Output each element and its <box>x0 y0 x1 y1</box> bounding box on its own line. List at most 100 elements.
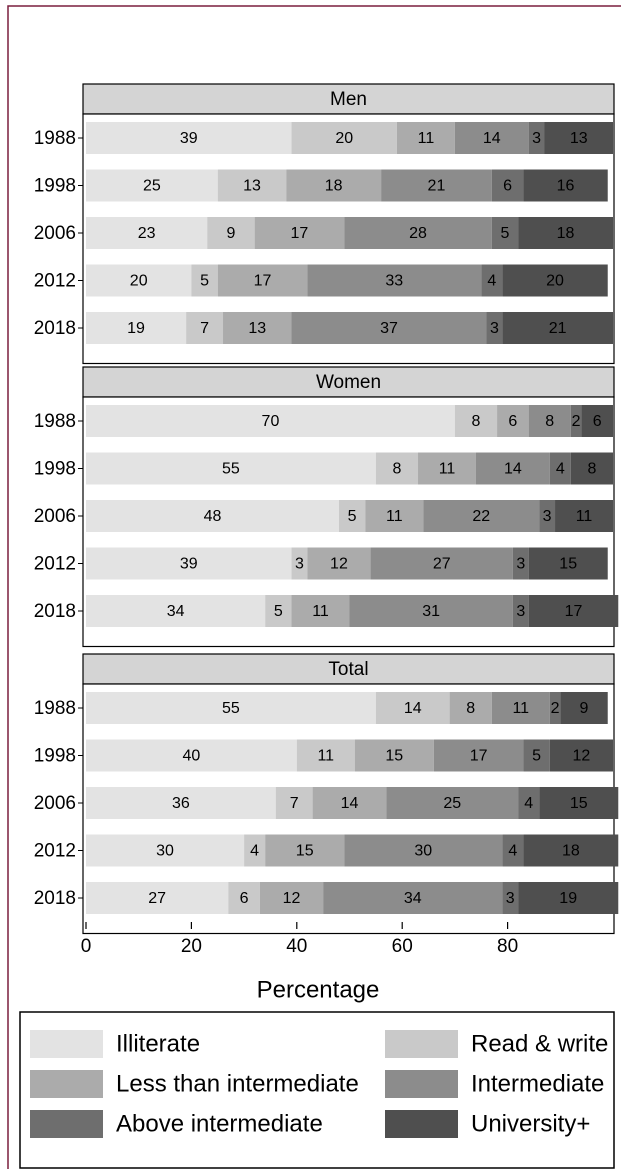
data-label: 3 <box>516 556 525 573</box>
data-label: 8 <box>587 461 596 478</box>
data-label: 4 <box>487 273 496 290</box>
bar-segment <box>396 122 455 154</box>
legend-swatch <box>30 1110 103 1138</box>
bar-segment <box>381 169 492 202</box>
data-label: 9 <box>226 225 235 242</box>
bar-segment <box>512 595 529 627</box>
bar-segment <box>86 595 266 627</box>
y-tick-label: 1988 <box>34 411 76 432</box>
bar-segment <box>291 595 350 627</box>
data-label: 3 <box>506 890 515 907</box>
bar-segment <box>523 169 608 202</box>
data-label: 28 <box>409 225 427 242</box>
panel-title: Women <box>316 372 381 393</box>
data-label: 7 <box>290 795 299 812</box>
data-label: 8 <box>466 700 475 717</box>
data-label: 30 <box>156 843 174 860</box>
bar-segment <box>523 739 550 772</box>
bar-segment <box>523 834 619 867</box>
bar-segment <box>481 264 503 297</box>
legend-label: Intermediate <box>471 1070 604 1097</box>
data-label: 37 <box>380 320 398 337</box>
legend-swatch <box>30 1070 103 1098</box>
y-tick-label: 1988 <box>34 128 76 149</box>
bar-segment <box>186 312 224 344</box>
data-label: 17 <box>470 748 488 765</box>
bar-segment <box>312 787 387 819</box>
bar-segment <box>512 547 529 580</box>
y-tick-label: 2006 <box>34 506 76 527</box>
bar-segment <box>86 264 192 297</box>
data-label: 11 <box>386 508 403 525</box>
data-label: 48 <box>204 508 222 525</box>
bar-segment <box>275 787 313 819</box>
data-label: 25 <box>443 795 461 812</box>
bar-segment <box>191 264 218 297</box>
data-label: 27 <box>148 890 166 907</box>
data-label: 13 <box>243 178 261 195</box>
y-tick-label: 2018 <box>34 601 76 622</box>
legend-swatch <box>385 1070 458 1098</box>
data-label: 2 <box>572 413 581 430</box>
bar-segment <box>291 547 308 580</box>
bar-segment <box>502 882 519 914</box>
data-label: 30 <box>414 843 432 860</box>
y-tick-label: 2018 <box>34 318 76 339</box>
data-label: 18 <box>325 178 343 195</box>
bar-segment <box>223 312 292 344</box>
data-label: 8 <box>545 413 554 430</box>
bar-segment <box>207 217 255 249</box>
data-label: 4 <box>524 795 533 812</box>
data-label: 12 <box>283 890 301 907</box>
data-label: 20 <box>546 273 564 290</box>
panel-title: Total <box>328 659 368 680</box>
data-label: 15 <box>296 843 314 860</box>
bar-segment <box>449 692 492 724</box>
data-label: 25 <box>143 178 161 195</box>
bar-segment <box>560 692 608 724</box>
bar-segment <box>454 405 498 437</box>
bar-segment <box>265 834 345 867</box>
data-label: 15 <box>570 795 588 812</box>
bar-segment <box>323 882 503 914</box>
data-label: 3 <box>543 508 552 525</box>
data-label: 11 <box>312 603 329 620</box>
bar-segment <box>544 122 613 154</box>
bar-segment <box>291 122 397 154</box>
panel-header <box>82 83 615 115</box>
bar-segment <box>528 595 619 627</box>
data-label: 9 <box>580 700 589 717</box>
bar-segment <box>217 169 287 202</box>
data-label: 18 <box>557 225 575 242</box>
data-label: 31 <box>422 603 440 620</box>
bar-segment <box>581 405 613 437</box>
bar-segment <box>502 312 613 344</box>
bar-segment <box>502 834 524 867</box>
legend-label: Less than intermediate <box>116 1070 359 1097</box>
data-label: 8 <box>472 413 481 430</box>
data-label: 5 <box>274 603 283 620</box>
bar-segment <box>549 692 561 724</box>
data-label: 15 <box>385 748 403 765</box>
data-label: 22 <box>472 508 490 525</box>
data-label: 3 <box>295 556 304 573</box>
data-label: 5 <box>200 273 209 290</box>
bar-segment <box>86 547 292 580</box>
data-label: 5 <box>348 508 357 525</box>
bar-segment <box>86 122 292 154</box>
bar-segment <box>433 739 524 772</box>
bar-segment <box>528 122 545 154</box>
data-label: 11 <box>418 130 435 147</box>
bar-segment <box>86 692 376 724</box>
y-tick-label: 2012 <box>34 271 76 292</box>
data-label: 39 <box>180 556 198 573</box>
data-label: 3 <box>490 320 499 337</box>
bar-segment <box>423 500 540 532</box>
bar-segment <box>454 122 529 154</box>
data-label: 33 <box>385 273 403 290</box>
bar-segment <box>86 787 276 819</box>
data-label: 14 <box>341 795 359 812</box>
data-label: 20 <box>130 273 148 290</box>
data-label: 11 <box>317 748 334 765</box>
bar-segment <box>344 217 492 249</box>
